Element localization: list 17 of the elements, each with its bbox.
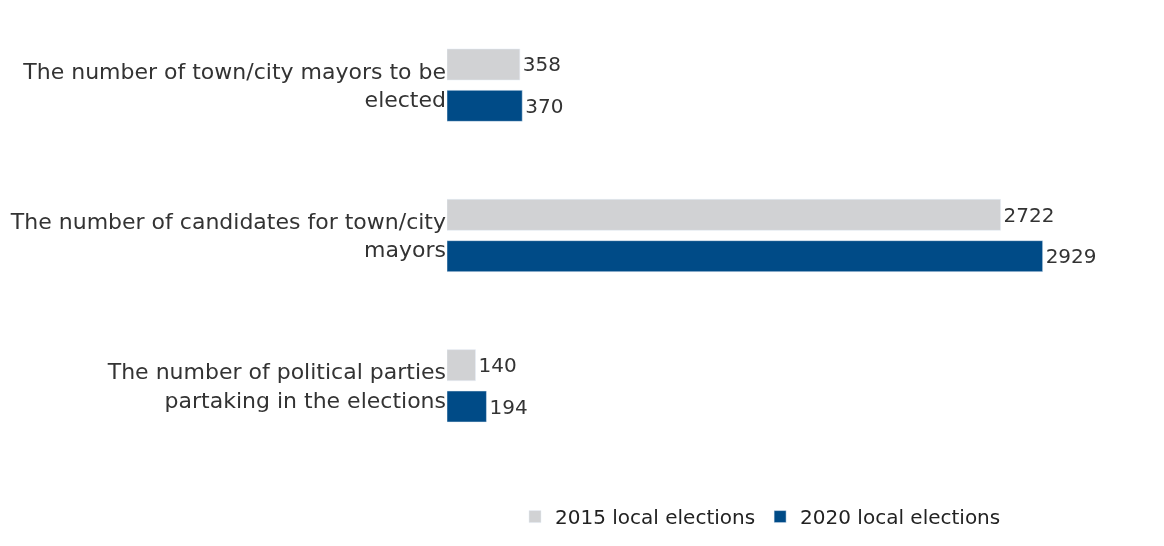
data-label: 2722 xyxy=(1003,202,1055,227)
bar xyxy=(447,349,476,381)
data-label: 140 xyxy=(478,353,517,378)
y-tick-label: The number of town/city mayors to be elected xyxy=(22,58,446,113)
bar xyxy=(447,90,523,122)
y-tick-label: The number of candidates for town/city mayors xyxy=(9,208,446,263)
data-label: 358 xyxy=(522,52,561,77)
data-label: 194 xyxy=(489,394,528,419)
bar xyxy=(447,48,521,81)
bar xyxy=(447,240,1043,272)
data-label: 370 xyxy=(525,93,564,118)
legend-label: 2020 local elections xyxy=(800,505,1001,530)
y-tick-label: The number of political parties partaking in the elections xyxy=(106,359,446,413)
bar xyxy=(447,390,487,423)
legend-label: 2015 local elections xyxy=(555,505,756,530)
data-label: 2929 xyxy=(1045,244,1097,269)
bar xyxy=(447,199,1001,231)
